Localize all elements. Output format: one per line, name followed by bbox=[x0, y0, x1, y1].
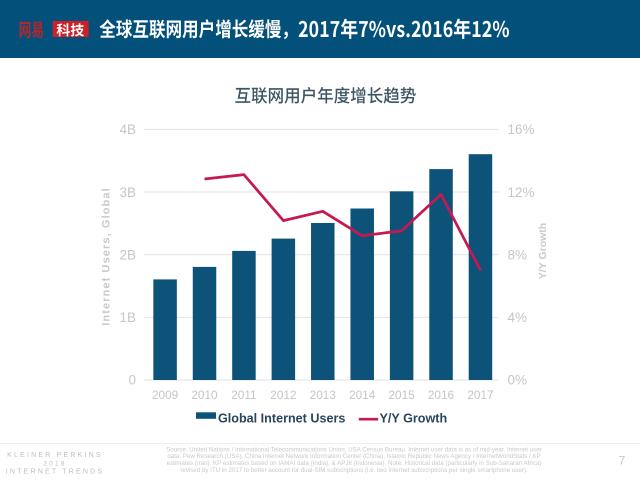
svg-text:2016: 2016 bbox=[428, 388, 455, 402]
svg-text:KLEINER PERKINS: KLEINER PERKINS bbox=[7, 452, 103, 459]
svg-text:Y/Y Growth: Y/Y Growth bbox=[380, 411, 448, 425]
svg-text:2010: 2010 bbox=[191, 388, 218, 402]
svg-text:0: 0 bbox=[128, 373, 136, 388]
svg-text:Source: United Nations / Inter: Source: United Nations / International T… bbox=[166, 446, 541, 453]
svg-text:Y/Y Growth: Y/Y Growth bbox=[537, 223, 549, 279]
svg-text:2011: 2011 bbox=[231, 388, 256, 402]
svg-text:2014: 2014 bbox=[349, 388, 376, 402]
svg-text:Global Internet Users: Global Internet Users bbox=[218, 411, 345, 425]
svg-text:4B: 4B bbox=[119, 122, 136, 137]
svg-text:Internet Users, Global: Internet Users, Global bbox=[101, 187, 113, 326]
svg-text:2013: 2013 bbox=[310, 388, 337, 402]
svg-text:16%: 16% bbox=[508, 122, 535, 137]
svg-text:1B: 1B bbox=[119, 310, 136, 325]
svg-text:2018: 2018 bbox=[43, 460, 66, 467]
svg-text:12%: 12% bbox=[508, 185, 535, 200]
svg-text:data: Pew Research (USA), Chin: data: Pew Research (USA), China Internet… bbox=[167, 453, 540, 460]
svg-text:2015: 2015 bbox=[388, 388, 415, 402]
svg-text:estimates (Iran). KP estimates: estimates (Iran). KP estimates based on … bbox=[167, 460, 542, 467]
svg-text:2B: 2B bbox=[119, 247, 136, 262]
svg-text:7: 7 bbox=[619, 454, 626, 468]
svg-text:2012: 2012 bbox=[270, 388, 296, 402]
svg-text:8%: 8% bbox=[508, 247, 528, 262]
svg-text:INTERNET TRENDS: INTERNET TRENDS bbox=[6, 469, 104, 476]
svg-text:0%: 0% bbox=[508, 373, 528, 388]
svg-text:2009: 2009 bbox=[152, 388, 178, 402]
svg-text:2017: 2017 bbox=[467, 388, 493, 402]
svg-text:4%: 4% bbox=[508, 310, 528, 325]
svg-text:revised by ITU in 2017 to bett: revised by ITU in 2017 to better account… bbox=[180, 467, 528, 474]
svg-text:3B: 3B bbox=[119, 185, 136, 200]
